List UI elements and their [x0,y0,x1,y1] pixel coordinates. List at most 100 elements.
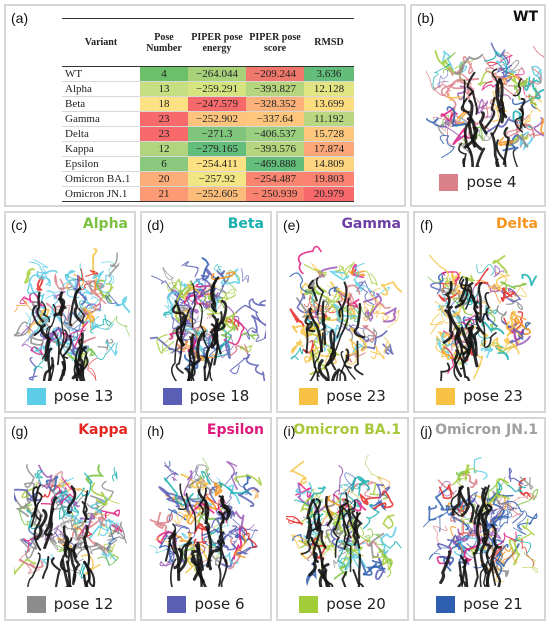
pose-legend: pose 6 [142,595,270,613]
panel-d: (d) Beta pose 18 [140,211,272,413]
panel-letter: (a) [11,10,29,26]
pose-color-swatch [436,595,456,613]
pose-energy-cell: −264.044 [188,66,246,82]
pose-legend: pose 18 [142,387,270,405]
panel-f: (f) Delta pose 23 [413,211,546,413]
protein-structure-image [427,254,538,404]
pose-color-swatch [299,387,319,405]
results-table: Variant Pose Number PIPER pose energy PI… [62,18,354,202]
variant-cell: Omicron BA.1 [62,171,140,187]
results-table-wrapper: Variant Pose Number PIPER pose energy PI… [62,18,354,202]
variant-title: Gamma [341,216,401,232]
header-variant: Variant [84,37,118,48]
panel-e: (e) Gamma pose 23 [276,211,409,413]
pose-score-cell: −328.352 [246,96,304,112]
table-row: Omicron BA.1 20 −257.92 −254.487 19.803 [62,171,354,187]
pose-number-cell: 18 [140,96,188,112]
variant-cell: WT [62,66,140,82]
protein-structure-image [283,454,402,609]
pose-color-swatch [26,595,46,613]
protein-structure [286,241,405,404]
header-pose-number: Pose Number [146,31,182,54]
pose-energy-cell: −247.579 [188,96,246,112]
panel-letter: (b) [417,10,435,26]
variant-cell: Delta [62,126,140,142]
pose-score-cell: −209.244 [246,66,304,82]
pose-color-swatch [299,595,319,613]
pose-score-cell: − 250.939 [246,186,304,202]
pose-label: pose 23 [463,387,523,405]
protein-structure-image [424,42,544,187]
variant-cell: Gamma [62,111,140,127]
variant-title: Epsilon [206,422,264,438]
pose-energy-cell: −271.3 [188,126,246,142]
protein-structure [147,241,270,401]
protein-structure [147,447,262,610]
protein-structure-image [8,248,131,401]
pose-label: pose 21 [463,595,523,613]
protein-structure-image [289,245,405,404]
protein-structure [424,32,544,187]
variant-title: Omicron BA.1 [293,422,401,438]
pose-legend: pose 12 [6,595,134,613]
pose-legend: pose 21 [415,595,544,613]
panel-j: (j) Omicron JN.1 pose 21 [413,417,546,621]
pose-label: pose 20 [326,595,386,613]
pose-label: pose 23 [326,387,386,405]
pose-score-cell: −337.64 [246,111,304,127]
rmsd-cell: 15.728 [304,126,354,142]
variant-title: WT [513,9,538,25]
variant-title: Kappa [78,422,128,438]
variant-title: Delta [495,216,538,232]
rmsd-cell: 17.874 [304,141,354,157]
panel-letter: (e) [283,217,301,233]
protein-structure-image [11,464,127,611]
variant-title: Beta [227,216,264,232]
pose-score-cell: −254.487 [246,171,304,187]
pose-label: pose 4 [466,173,517,191]
pose-energy-cell: −252.902 [188,111,246,127]
rmsd-cell: 19.803 [304,171,354,187]
panel-letter: (i) [283,423,296,439]
table-row: Delta 23 −271.3 −406.537 15.728 [62,126,354,142]
pose-score-cell: −393.576 [246,141,304,157]
protein-structure [423,241,538,404]
pose-color-swatch [436,387,456,405]
rmsd-cell: 13.699 [304,96,354,112]
table-row: Epsilon 6 −254.411 −469.888 14.809 [62,156,354,172]
rmsd-cell: 3.636 [304,66,354,82]
pose-number-cell: 21 [140,186,188,202]
table-row: Gamma 23 −252.902 −337.64 11.192 [62,111,354,127]
pose-label: pose 13 [53,387,114,405]
pose-legend: pose 20 [278,595,407,613]
table-header-row: Variant Pose Number PIPER pose energy PI… [62,18,354,67]
panel-h: (h) Epsilon pose 6 [140,417,272,621]
pose-number-cell: 6 [140,156,188,172]
panel-g: (g) Kappa pose 12 [4,417,136,621]
pose-number-cell: 23 [140,111,188,127]
pose-energy-cell: −252.605 [188,186,246,202]
variant-title: Alpha [82,216,128,232]
table-body: WT 4 −264.044 −209.244 3.636 Alpha 13 −259.291−… [62,66,354,202]
protein-structure [11,447,127,611]
pose-energy-cell: −257.92 [188,171,246,187]
panel-letter: (h) [147,423,165,439]
panel-letter: (f) [420,217,434,233]
panel-letter: (c) [11,217,28,233]
protein-structure [283,447,402,609]
header-pose-energy: PIPER pose energy [191,31,243,54]
rmsd-cell: 20.979 [304,186,354,202]
header-pose-score: PIPER pose score [249,31,301,54]
table-row: Alpha 13 −259.291 −393.827 12.128 [62,81,354,97]
rmsd-cell: 11.192 [304,111,354,127]
protein-structure-image [423,457,539,606]
pose-color-swatch [439,173,459,191]
pose-legend: pose 13 [6,387,134,405]
variant-cell: Alpha [62,81,140,97]
pose-energy-cell: −279.165 [188,141,246,157]
table-row: WT 4 −264.044 −209.244 3.636 [62,66,354,82]
panel-letter: (j) [420,423,433,439]
pose-number-cell: 20 [140,171,188,187]
pose-label: pose 18 [189,387,250,405]
protein-structure-image [147,257,270,401]
